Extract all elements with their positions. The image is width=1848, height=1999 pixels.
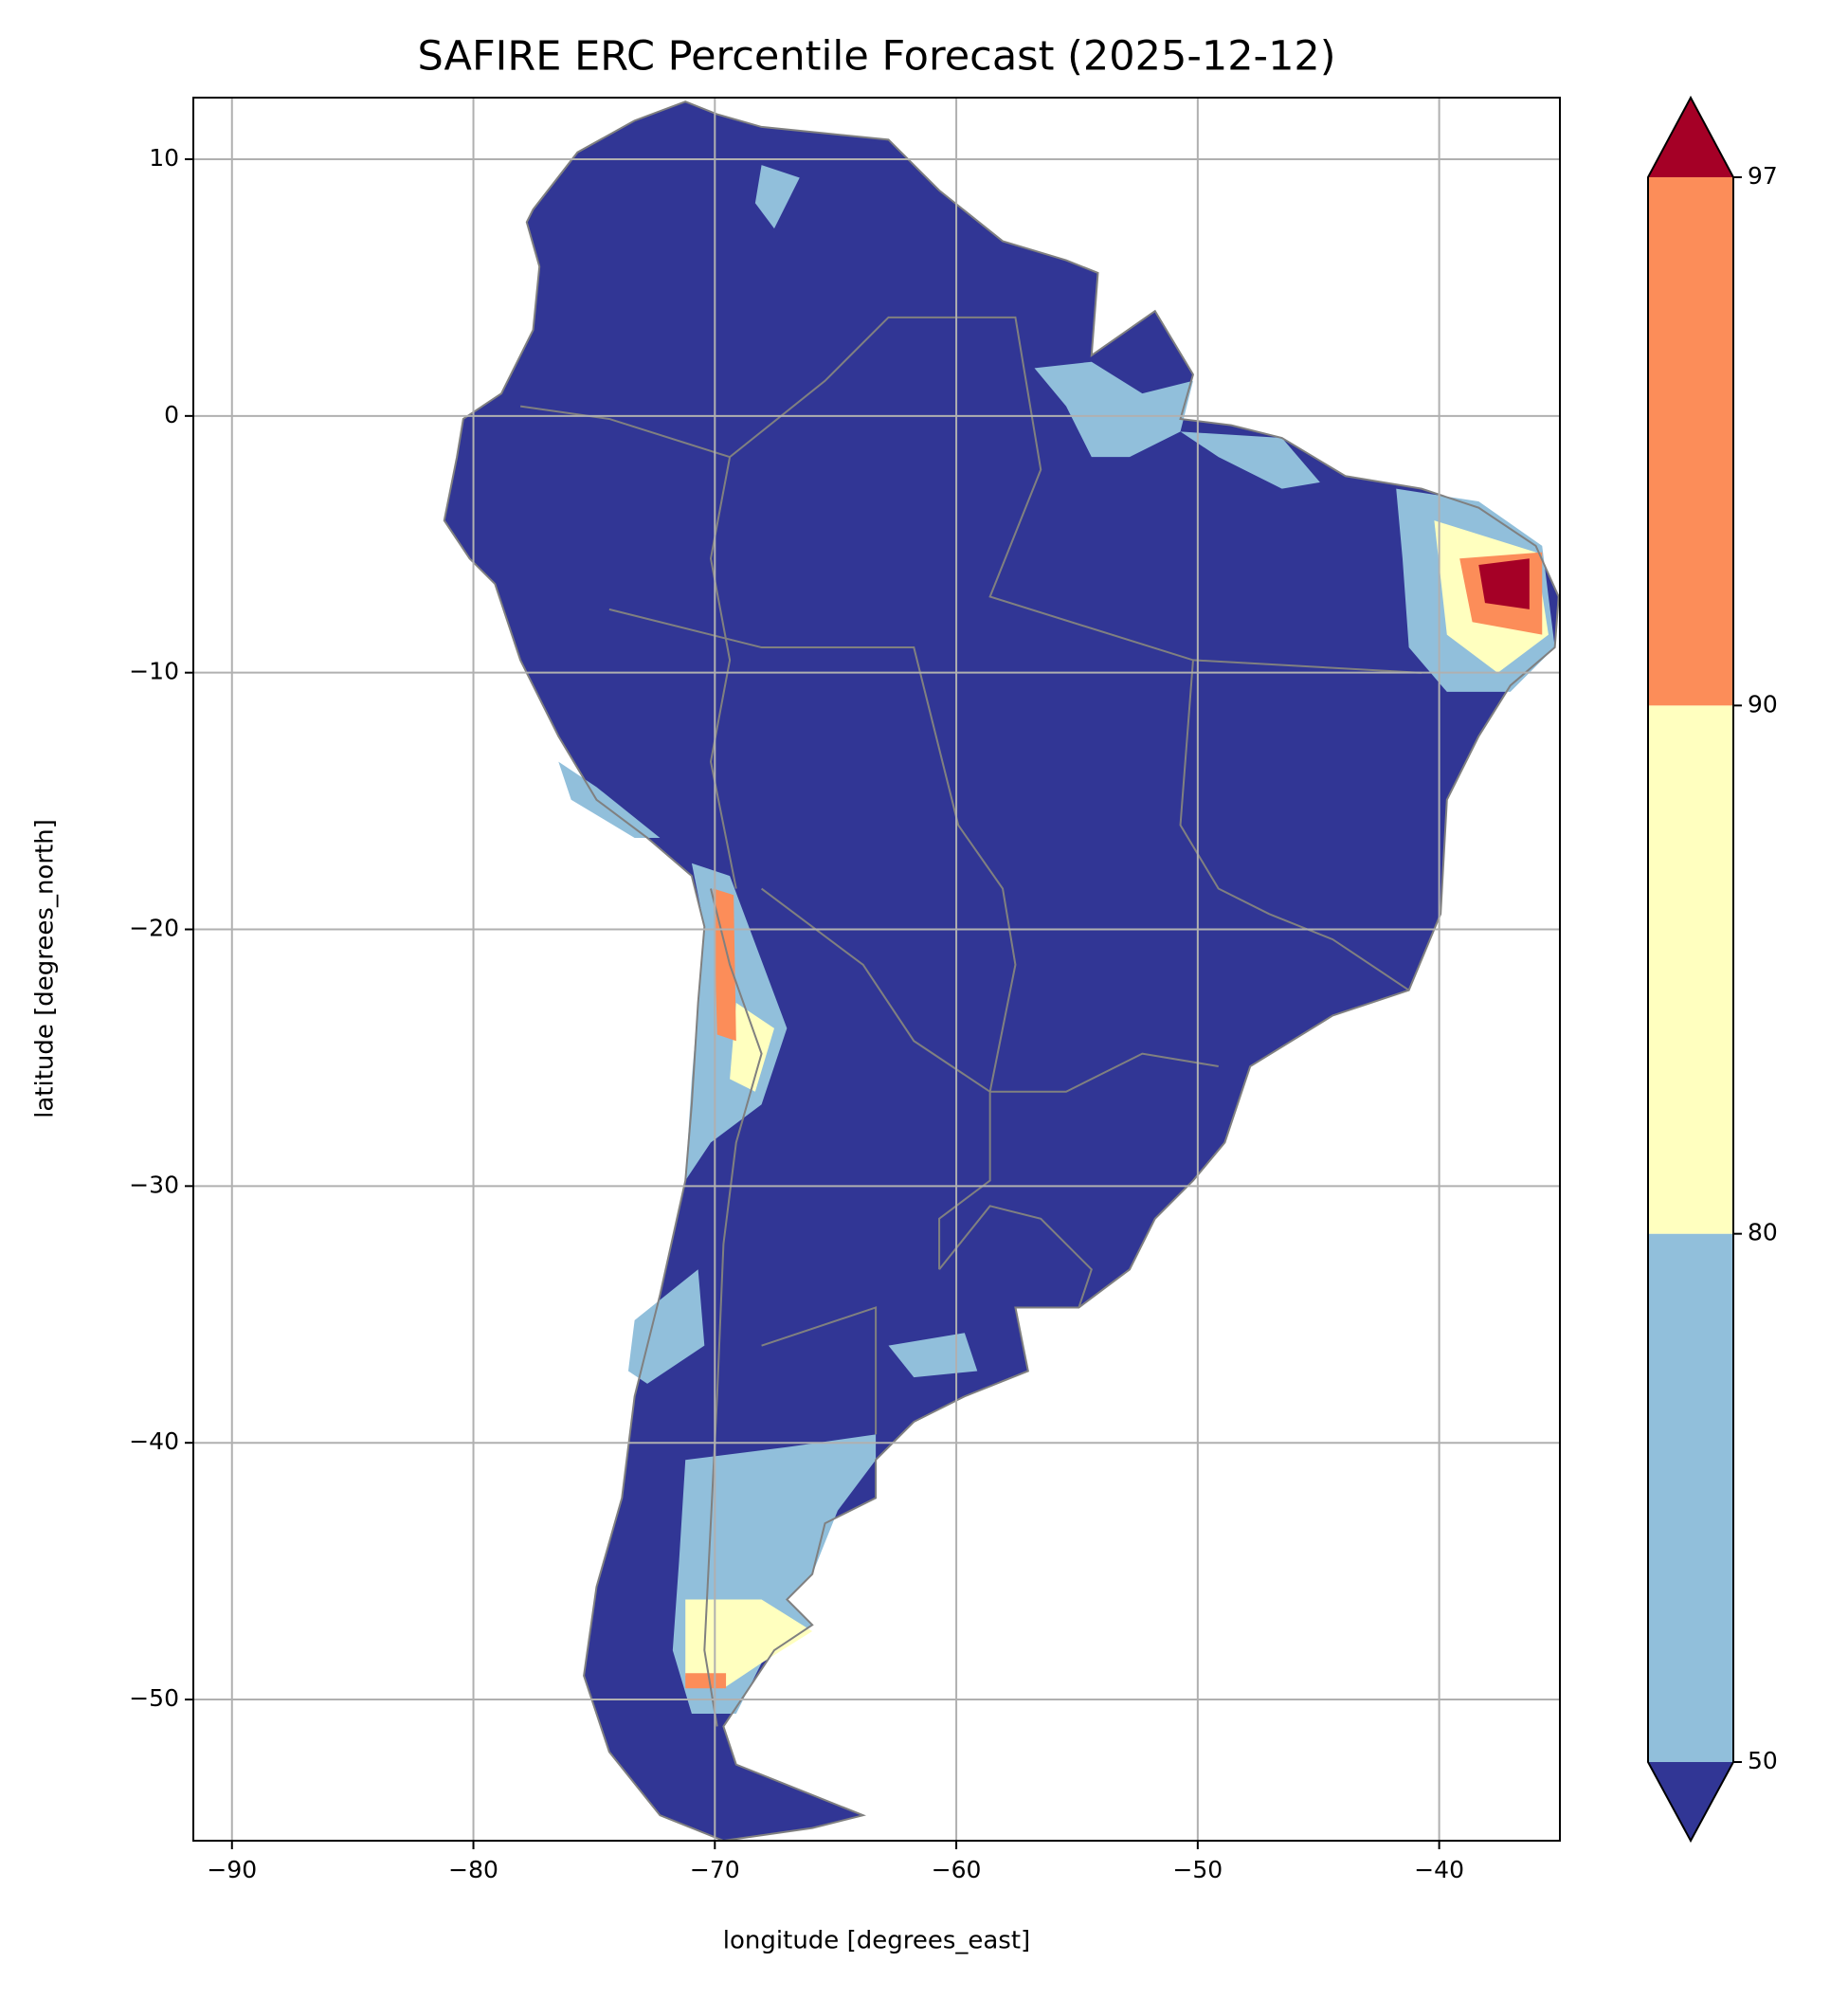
- region: [713, 888, 736, 1042]
- y-tick-label: −50: [129, 1684, 179, 1712]
- y-tick-label: −10: [129, 658, 179, 685]
- colorbar-segment: [1648, 177, 1733, 706]
- border: [1179, 660, 1410, 991]
- region: [754, 165, 800, 229]
- region: [1478, 558, 1530, 609]
- region: [558, 761, 661, 838]
- region: [888, 1333, 978, 1378]
- land: [443, 100, 1560, 1841]
- border: [760, 887, 1219, 1093]
- border: [519, 316, 1422, 674]
- border: [608, 608, 1017, 1270]
- y-tick-label: 10: [149, 144, 179, 172]
- coastline: [443, 100, 1560, 1841]
- colorbar-segment: [1648, 705, 1733, 1234]
- grid: [193, 98, 1560, 1841]
- y-axis-label: latitude [degrees_north]: [31, 819, 60, 1118]
- x-tick-label: −80: [448, 1856, 498, 1883]
- region: [1180, 431, 1320, 489]
- colorbar: 50 80 90 97: [1647, 95, 1778, 1844]
- border: [703, 888, 763, 1727]
- x-tick-label: −40: [1414, 1856, 1464, 1883]
- colorbar-tick-label: 50: [1748, 1747, 1778, 1774]
- region: [685, 1673, 727, 1689]
- region: [685, 1599, 813, 1689]
- x-tick-label: −60: [932, 1856, 982, 1883]
- axes-frame: [192, 97, 1561, 1842]
- border: [938, 1205, 1093, 1308]
- region: [1034, 361, 1193, 458]
- map: [193, 98, 1560, 1841]
- y-tick-label: −40: [129, 1427, 179, 1455]
- border: [761, 1306, 878, 1435]
- colorbar-tick-label: 97: [1748, 162, 1778, 190]
- y-tick-label: 0: [164, 401, 179, 428]
- region: [627, 1269, 705, 1384]
- chart-title: SAFIRE ERC Percentile Forecast (2025-12-…: [417, 33, 1335, 81]
- colorbar-tick-label: 90: [1748, 690, 1778, 718]
- y-tick-label: −20: [129, 915, 179, 942]
- continent: [444, 101, 1559, 1841]
- percentile-regions: [558, 165, 1555, 1715]
- x-axis-label: longitude [degrees_east]: [723, 1927, 1030, 1955]
- colorbar-extend-max: [1648, 98, 1733, 177]
- x-tick-label: −50: [1172, 1856, 1223, 1883]
- colorbar-extend-min: [1648, 1762, 1733, 1841]
- border: [709, 456, 737, 889]
- colorbar-tick-label: 80: [1748, 1219, 1778, 1246]
- y-tick-label: −30: [129, 1171, 179, 1198]
- x-tick-label: −70: [690, 1856, 740, 1883]
- x-tick-label: −90: [207, 1856, 257, 1883]
- colorbar-segment: [1648, 1233, 1733, 1762]
- borders: [443, 100, 1560, 1841]
- region: [730, 1003, 774, 1092]
